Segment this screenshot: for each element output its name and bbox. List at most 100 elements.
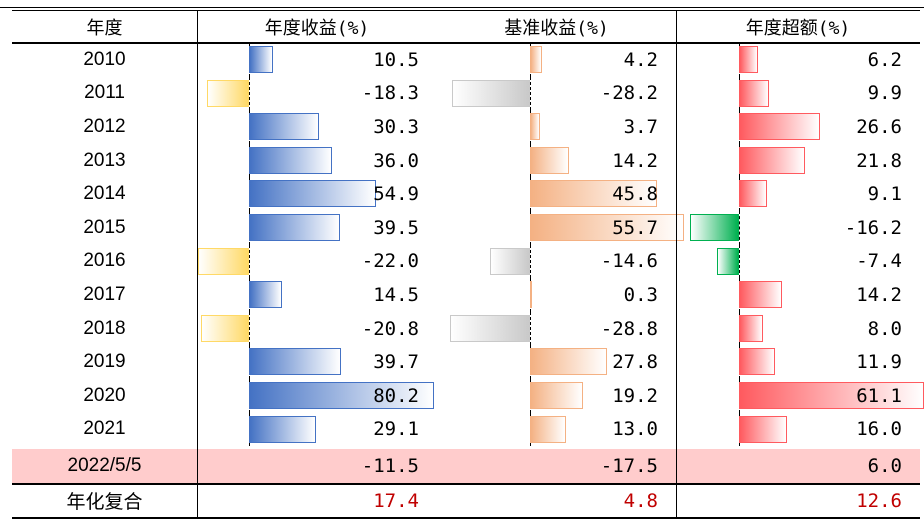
column-divider [676, 10, 677, 518]
value-text: 4.2 [623, 48, 658, 71]
negative-data-bar [451, 79, 530, 107]
value-cell: 16.0 [676, 412, 920, 447]
value-cell: 11.9 [676, 345, 920, 379]
positive-data-bar [530, 382, 584, 409]
value-cell: 12.6 [676, 484, 920, 518]
value-text: 36.0 [373, 149, 419, 172]
positive-data-bar [739, 382, 924, 409]
value-text: 21.8 [856, 149, 902, 172]
value-text: 12.6 [856, 489, 902, 512]
table-row: 2021 29.1 13.0 16.0 [12, 412, 920, 447]
value-cell: 30.3 [197, 110, 437, 144]
year-cell: 2010 [83, 48, 126, 70]
positive-data-bar [530, 113, 541, 141]
table-row: 2018 -20.8 -28.8 8.0 [12, 311, 920, 346]
positive-data-bar [739, 79, 769, 107]
positive-data-bar [739, 113, 820, 141]
value-text: 0.3 [623, 283, 658, 306]
value-text: 14.5 [373, 283, 419, 306]
positive-data-bar [739, 180, 767, 208]
negative-data-bar [198, 247, 249, 275]
bar-axis [530, 76, 531, 111]
positive-data-bar [249, 113, 319, 141]
value-text: -14.6 [600, 250, 658, 273]
value-text: 26.6 [856, 115, 902, 138]
header-row: 年度 年度收益(%) 基准收益(%) 年度超额(%) [12, 10, 920, 44]
table-row: 2013 36.0 14.2 21.8 [12, 143, 920, 178]
value-cell: 19.2 [437, 379, 676, 413]
year-cell: 2019 [83, 351, 126, 373]
value-cell: 0.3 [437, 278, 676, 312]
bar-axis [739, 244, 740, 279]
value-cell: 55.7 [437, 211, 685, 245]
value-text: 11.9 [856, 351, 902, 374]
positive-data-bar [739, 146, 806, 174]
value-cell: 27.8 [437, 345, 676, 379]
positive-data-bar [249, 348, 341, 376]
value-cell: -22.0 [197, 244, 437, 279]
positive-data-bar [249, 415, 317, 443]
value-cell: 10.5 [197, 43, 437, 77]
value-text: 14.2 [856, 283, 902, 306]
value-text: 55.7 [612, 216, 658, 239]
value-text: 54.9 [373, 183, 419, 206]
value-text: 4.8 [623, 489, 658, 512]
value-text: -17.5 [600, 454, 658, 477]
year-cell: 2021 [83, 418, 126, 440]
summary-row: 年化复合 17.4 4.8 12.6 [12, 484, 920, 518]
table-row: 2020 80.2 19.2 61.1 [12, 379, 924, 413]
positive-data-bar [249, 180, 376, 208]
value-cell: 13.0 [437, 412, 676, 447]
header-annual-return: 年度收益(%) [264, 17, 370, 39]
positive-data-bar [530, 415, 566, 443]
positive-data-bar [530, 180, 657, 208]
negative-data-bar [450, 314, 530, 342]
positive-data-bar [739, 46, 758, 73]
positive-data-bar [530, 46, 542, 73]
value-cell: -14.6 [437, 244, 676, 279]
value-cell: 14.2 [676, 278, 920, 312]
value-cell: 4.2 [437, 43, 676, 77]
value-text: -18.3 [361, 82, 419, 105]
value-cell: 6.2 [676, 43, 920, 77]
value-cell: -7.4 [676, 244, 920, 279]
negative-data-bar [689, 214, 739, 241]
value-text: 13.0 [612, 418, 658, 441]
value-cell: 6.0 [676, 449, 920, 483]
table-row: 2019 39.7 27.8 11.9 [12, 345, 920, 379]
table-rule [12, 10, 920, 11]
header-year: 年度 [86, 17, 123, 38]
value-text: 16.0 [856, 418, 902, 441]
value-text: -28.2 [600, 82, 658, 105]
value-text: -20.8 [361, 317, 419, 340]
value-text: 30.3 [373, 115, 419, 138]
value-text: 61.1 [856, 384, 902, 407]
value-cell: -28.2 [437, 76, 676, 111]
value-text: 9.1 [867, 183, 902, 206]
table-row: 2016 -22.0 -14.6 -7.4 [12, 244, 920, 279]
value-cell: 8.0 [676, 311, 920, 346]
value-cell: -20.8 [197, 311, 437, 346]
positive-data-bar [530, 146, 570, 174]
value-cell: 17.4 [197, 484, 437, 518]
value-text: -22.0 [361, 250, 419, 273]
positive-data-bar [249, 146, 333, 174]
value-text: 10.5 [373, 48, 419, 71]
table-rule [12, 42, 920, 44]
value-text: 3.7 [623, 115, 658, 138]
table-row: 2011 -18.3 -28.2 9.9 [12, 76, 920, 111]
value-text: -28.8 [600, 317, 658, 340]
value-cell: 29.1 [197, 412, 437, 447]
value-cell: 61.1 [676, 379, 924, 413]
value-cell: 14.2 [437, 143, 676, 178]
value-cell: 54.9 [197, 177, 437, 211]
positive-data-bar [530, 348, 607, 376]
table-row: 2017 14.5 0.3 14.2 [12, 278, 920, 312]
value-cell: -16.2 [676, 211, 920, 245]
value-cell: 80.2 [197, 379, 437, 413]
bar-axis [249, 244, 250, 279]
value-cell: 26.6 [676, 110, 920, 144]
year-cell: 2012 [83, 115, 126, 137]
positive-data-bar [249, 281, 283, 309]
value-text: 39.7 [373, 351, 419, 374]
